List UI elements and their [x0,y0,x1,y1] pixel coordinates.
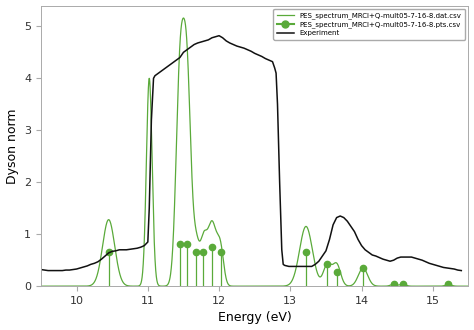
Line: Experiment: Experiment [41,36,461,271]
Line: PES_spectrum_MRCI+Q-mult05-7-16-8.dat.csv: PES_spectrum_MRCI+Q-mult05-7-16-8.dat.cs… [41,18,468,286]
Experiment [45,269,51,273]
Experiment [248,49,254,53]
PES_spectrum_MRCI+Q-mult05-7-16-8.dat.csv [201,229,207,233]
PES_spectrum_MRCI+Q-mult05-7-16-8.dat.csv [465,284,471,288]
Experiment [216,34,222,38]
PES_spectrum_MRCI+Q-mult05-7-16-8.dat.csv [116,267,121,271]
Experiment [458,269,464,273]
Experiment [286,264,292,268]
Experiment [38,268,44,272]
PES_spectrum_MRCI+Q-mult05-7-16-8.dat.csv [181,16,186,20]
Experiment [316,259,322,263]
Experiment [295,264,301,268]
Legend: PES_spectrum_MRCI+Q-mult05-7-16-8.dat.csv, PES_spectrum_MRCI+Q-mult05-7-16-8.pts: PES_spectrum_MRCI+Q-mult05-7-16-8.dat.cs… [273,9,465,40]
PES_spectrum_MRCI+Q-mult05-7-16-8.dat.csv [357,269,363,273]
PES_spectrum_MRCI+Q-mult05-7-16-8.dat.csv [316,274,322,278]
PES_spectrum_MRCI+Q-mult05-7-16-8.dat.csv [294,260,300,264]
Experiment [151,76,156,80]
PES_spectrum_MRCI+Q-mult05-7-16-8.dat.csv [390,282,395,286]
Experiment [70,268,76,272]
Y-axis label: Dyson norm: Dyson norm [6,108,18,183]
PES_spectrum_MRCI+Q-mult05-7-16-8.dat.csv [38,284,44,288]
X-axis label: Energy (eV): Energy (eV) [218,312,292,324]
